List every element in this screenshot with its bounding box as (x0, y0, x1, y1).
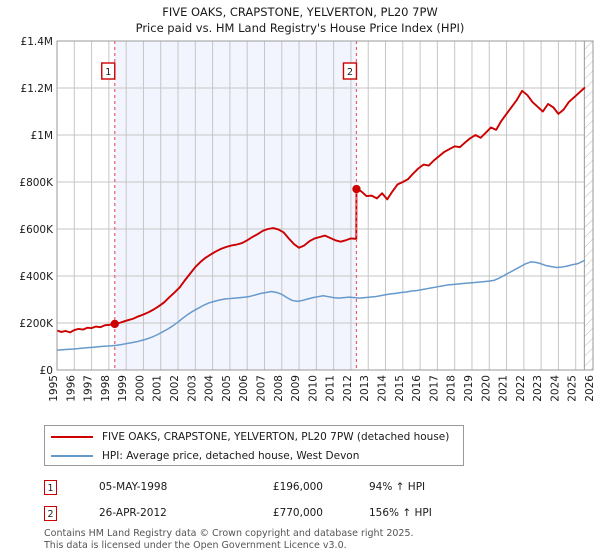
svg-text:2020: 2020 (480, 375, 492, 402)
svg-text:2006: 2006 (238, 375, 250, 402)
svg-text:£600K: £600K (19, 224, 54, 236)
svg-text:2024: 2024 (549, 375, 561, 402)
svg-text:2013: 2013 (359, 375, 371, 402)
svg-text:2005: 2005 (221, 375, 233, 402)
y-axis-ticks: £0 £200K £400K £600K £800K £1M £1.2M £1.4M (19, 36, 54, 377)
sale-point-markers (110, 184, 361, 329)
svg-text:2004: 2004 (204, 375, 216, 402)
svg-text:2026: 2026 (584, 375, 596, 402)
x-axis-ticks: 1995 1996 1997 1998 1999 2000 2001 2002 2003 2004… (48, 375, 596, 402)
svg-text:2015: 2015 (394, 375, 406, 402)
sale-event-lines (114, 41, 358, 370)
footer-line-1: Contains HM Land Registry data © Crown c… (44, 528, 414, 539)
sale-hpi-delta-2: 156% ↑ HPI (369, 507, 432, 519)
legend-label-property: FIVE OAKS, CRAPSTONE, YELVERTON, PL20 7P… (102, 430, 450, 443)
svg-text:£1.2M: £1.2M (21, 83, 53, 95)
svg-text:2021: 2021 (498, 375, 510, 402)
svg-text:1996: 1996 (65, 375, 77, 402)
svg-text:1997: 1997 (83, 375, 95, 402)
legend-swatch-hpi-icon (51, 454, 93, 457)
sale-price-1: £196,000 (272, 481, 323, 493)
highlight-band (114, 41, 357, 370)
sale-badge-2: 2 (44, 505, 57, 521)
legend-item-hpi: HPI: Average price, detached house, West… (45, 446, 463, 465)
svg-text:2010: 2010 (307, 375, 319, 402)
table-row: 1 05-MAY-1998 £196,000 94% ↑ HPI (44, 474, 514, 500)
svg-text:£1M: £1M (31, 130, 53, 142)
chart-area: £0 £200K £400K £600K £800K £1M £1.2M £1.4M 1995… (19, 36, 596, 402)
table-row: 2 26-APR-2012 £770,000 156% ↑ HPI (44, 500, 514, 526)
svg-text:2009: 2009 (290, 375, 302, 402)
sale-badge-1: 1 (44, 479, 57, 495)
sales-table: 1 05-MAY-1998 £196,000 94% ↑ HPI 2 26-AP… (44, 474, 514, 526)
svg-text:2017: 2017 (428, 375, 440, 402)
legend-item-property: FIVE OAKS, CRAPSTONE, YELVERTON, PL20 7P… (45, 427, 463, 446)
footer-attribution: Contains HM Land Registry data © Crown c… (44, 528, 584, 551)
svg-text:£1.4M: £1.4M (21, 36, 53, 48)
title-line-2: Price paid vs. HM Land Registry's House … (135, 21, 465, 35)
svg-text:2008: 2008 (273, 375, 285, 402)
svg-text:£0: £0 (40, 365, 53, 377)
svg-text:2016: 2016 (411, 375, 423, 402)
svg-text:2014: 2014 (377, 375, 389, 402)
svg-text:2002: 2002 (169, 375, 181, 402)
svg-text:2001: 2001 (152, 375, 164, 402)
svg-text:1999: 1999 (117, 375, 129, 402)
svg-text:1998: 1998 (100, 375, 112, 402)
svg-text:2023: 2023 (532, 375, 544, 402)
sale-price-2: £770,000 (272, 507, 323, 519)
sale-hpi-delta-1: 94% ↑ HPI (369, 481, 426, 493)
title-line-1: FIVE OAKS, CRAPSTONE, YELVERTON, PL20 7P… (162, 5, 438, 19)
svg-text:£800K: £800K (19, 177, 54, 189)
chart-legend: FIVE OAKS, CRAPSTONE, YELVERTON, PL20 7P… (44, 425, 464, 466)
future-projection-band (583, 41, 593, 370)
sale-date-1: 05-MAY-1998 (99, 481, 168, 493)
chart-series-group (57, 87, 586, 352)
svg-text:2025: 2025 (567, 375, 579, 402)
sale-date-2: 26-APR-2012 (99, 507, 167, 519)
footer-line-2: This data is licensed under the Open Gov… (44, 539, 347, 551)
svg-text:2019: 2019 (463, 375, 475, 402)
svg-text:2011: 2011 (325, 375, 337, 402)
svg-text:2003: 2003 (186, 375, 198, 402)
legend-swatch-property-icon (51, 435, 93, 438)
legend-label-hpi: HPI: Average price, detached house, West… (102, 449, 360, 462)
svg-text:2007: 2007 (255, 375, 267, 402)
price-chart-svg: £0 £200K £400K £600K £800K £1M £1.2M £1.4M 1995… (19, 36, 596, 402)
svg-text:2022: 2022 (515, 375, 527, 402)
svg-text:2: 2 (347, 67, 353, 78)
svg-text:1995: 1995 (48, 375, 60, 402)
svg-text:2000: 2000 (134, 375, 146, 402)
svg-text:1: 1 (105, 67, 111, 78)
svg-text:£200K: £200K (19, 318, 54, 330)
svg-text:£400K: £400K (19, 271, 54, 283)
page-title: FIVE OAKS, CRAPSTONE, YELVERTON, PL20 7P… (0, 4, 600, 36)
svg-text:2012: 2012 (342, 375, 354, 402)
plot-border (56, 40, 594, 371)
svg-text:2018: 2018 (446, 375, 458, 402)
